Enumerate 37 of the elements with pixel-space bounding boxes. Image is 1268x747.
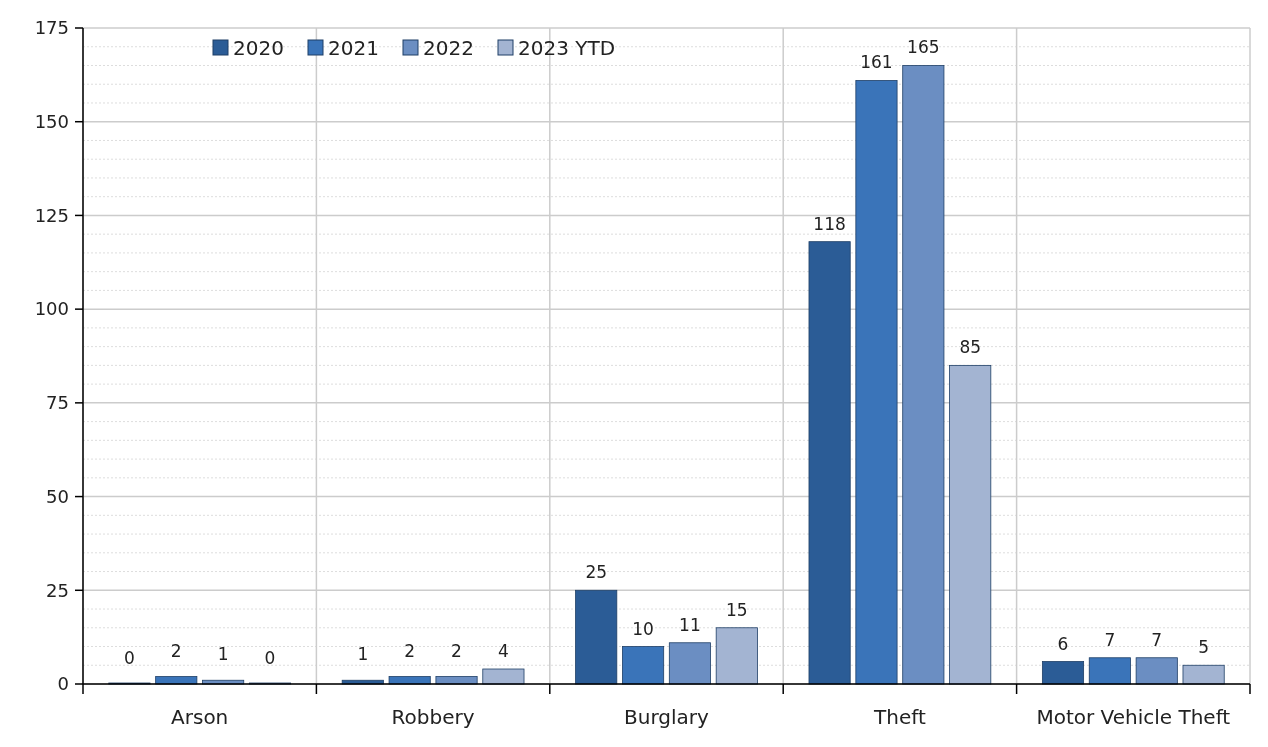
y-tick-label: 150 bbox=[34, 111, 69, 133]
x-tick-label: Robbery bbox=[391, 705, 475, 729]
x-tick-label: Theft bbox=[873, 705, 926, 729]
legend-label: 2022 bbox=[423, 36, 474, 60]
legend-label: 2020 bbox=[233, 36, 284, 60]
data-label: 2 bbox=[170, 640, 182, 661]
legend-label: 2021 bbox=[328, 36, 379, 60]
data-label: 11 bbox=[679, 614, 701, 635]
data-label: 4 bbox=[497, 641, 509, 662]
legend-label: 2023 YTD bbox=[518, 36, 616, 60]
data-label: 7 bbox=[1151, 629, 1163, 650]
data-label: 0 bbox=[264, 648, 276, 668]
data-label: 7 bbox=[1104, 629, 1116, 650]
data-label: 1 bbox=[357, 644, 369, 665]
x-tick-label: Burglary bbox=[624, 705, 710, 729]
data-label: 165 bbox=[907, 37, 940, 58]
data-label: 5 bbox=[1198, 637, 1210, 658]
data-label: 6 bbox=[1057, 633, 1069, 654]
x-tick-label: Motor Vehicle Theft bbox=[1036, 705, 1231, 729]
y-tick-label: 50 bbox=[46, 485, 69, 507]
x-tick-label: Arson bbox=[171, 705, 229, 729]
data-label: 0 bbox=[123, 648, 135, 668]
data-label: 10 bbox=[632, 618, 654, 639]
data-label: 1 bbox=[217, 644, 229, 665]
data-label: 161 bbox=[860, 52, 893, 73]
data-label: 25 bbox=[585, 562, 608, 583]
data-label: 85 bbox=[959, 337, 982, 358]
data-label: 2 bbox=[404, 640, 416, 661]
y-tick-label: 0 bbox=[57, 673, 69, 695]
data-label: 118 bbox=[813, 213, 846, 234]
data-label: 15 bbox=[725, 599, 748, 620]
y-tick-label: 100 bbox=[34, 298, 69, 320]
y-tick-label: 125 bbox=[34, 204, 69, 226]
data-label: 2 bbox=[451, 640, 462, 661]
y-tick-label: 25 bbox=[46, 579, 69, 601]
y-tick-label: 175 bbox=[34, 17, 69, 39]
y-tick-label: 75 bbox=[46, 392, 69, 414]
